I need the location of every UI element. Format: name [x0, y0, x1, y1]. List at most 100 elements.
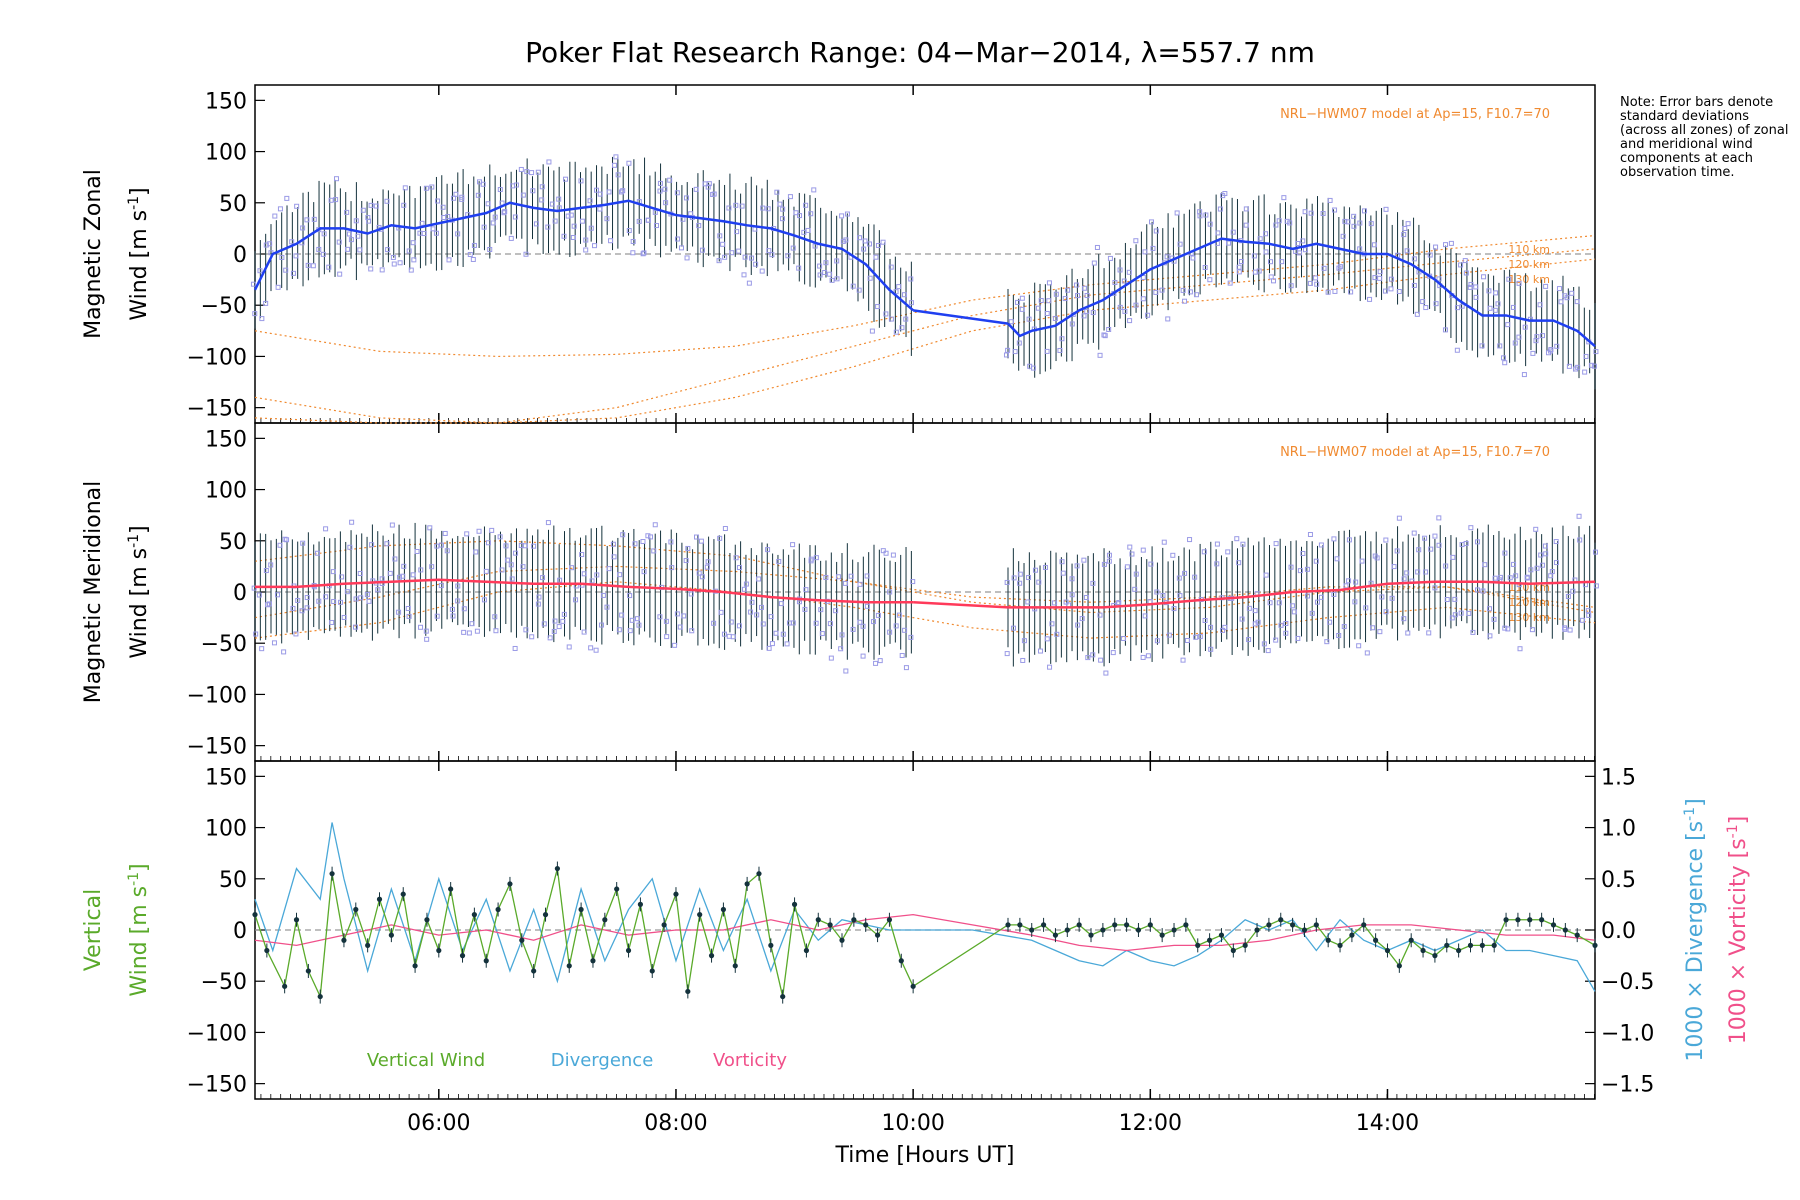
zone-wind-sample: [867, 275, 873, 281]
zone-wind-sample: [733, 555, 739, 561]
zone-wind-sample: [1452, 612, 1458, 618]
zone-wind-sample: [899, 653, 905, 659]
zone-wind-sample: [581, 571, 587, 577]
zone-wind-sample: [793, 210, 799, 216]
zone-wind-sample: [620, 532, 626, 538]
zone-wind-sample: [524, 169, 530, 175]
zone-wind-sample: [1404, 248, 1410, 254]
zone-wind-sample: [1062, 296, 1068, 302]
zone-wind-sample: [1065, 287, 1071, 293]
zone-wind-sample: [823, 574, 829, 580]
zone-wind-sample: [1201, 549, 1207, 555]
zone-wind-sample: [726, 633, 732, 639]
chart-title: Poker Flat Research Range: 04−Mar−2014, …: [525, 36, 1315, 69]
y-tick-label: 50: [219, 868, 247, 893]
vertical-wind-point: [1550, 922, 1557, 928]
zone-wind-sample: [1042, 564, 1048, 570]
y-tick-label: −100: [187, 1021, 247, 1046]
zone-wind-sample: [736, 565, 742, 571]
vertical-wind-point: [1052, 932, 1059, 938]
zone-wind-sample: [588, 645, 594, 651]
zone-wind-sample: [492, 614, 498, 620]
zone-wind-sample: [1288, 564, 1294, 570]
zone-wind-sample: [768, 614, 774, 620]
zone-wind-sample: [1038, 648, 1044, 654]
vertical-wind-point: [590, 958, 596, 964]
vertical-wind-point: [791, 901, 798, 907]
x-axis-label: Time [Hours UT]: [835, 1143, 1015, 1168]
divergence-y2label: 1000 × Divergence [s-1]: [1682, 798, 1708, 1061]
y-tick-label: −150: [187, 397, 247, 422]
meridional-ylabel-line2: Wind [m s-1]: [126, 525, 152, 658]
zone-wind-sample: [1291, 609, 1297, 615]
zone-wind-sample: [743, 581, 749, 587]
zone-wind-sample: [384, 541, 390, 547]
zone-wind-sample: [1243, 222, 1249, 228]
zone-wind-sample: [674, 190, 680, 196]
zone-wind-sample: [834, 276, 840, 282]
altitude-label: 120 km: [1508, 596, 1550, 609]
zone-wind-sample: [1049, 621, 1055, 627]
vertical-wind-point: [1503, 917, 1509, 923]
zone-wind-sample: [1015, 299, 1021, 305]
zone-wind-sample: [438, 583, 444, 589]
zone-wind-sample: [1193, 634, 1199, 640]
zone-wind-sample: [790, 620, 796, 626]
zone-wind-sample: [1423, 569, 1429, 575]
gap-connector-line: [913, 600, 1009, 609]
zone-wind-sample: [619, 612, 625, 618]
zone-wind-sample: [518, 166, 524, 172]
legend-vorticity: Vorticity: [713, 1050, 787, 1071]
zone-wind-sample: [875, 242, 881, 248]
zone-wind-sample: [1367, 296, 1373, 302]
zone-wind-sample: [450, 613, 456, 619]
zone-wind-sample: [421, 231, 427, 237]
altitude-label: 120 km: [1508, 258, 1550, 271]
zone-wind-sample: [1127, 318, 1133, 324]
zone-wind-sample: [866, 241, 872, 247]
zone-wind-sample: [843, 580, 849, 586]
zone-wind-sample: [1075, 293, 1081, 299]
zone-wind-sample: [1336, 265, 1342, 271]
zone-wind-sample: [1432, 533, 1438, 539]
zone-wind-sample: [880, 548, 886, 554]
zone-wind-sample: [390, 254, 396, 260]
zone-wind-sample: [1106, 326, 1112, 332]
zone-wind-sample: [571, 223, 577, 229]
zone-wind-sample: [310, 263, 316, 269]
y-tick-label: 0: [233, 243, 247, 268]
zone-wind-sample: [300, 225, 306, 231]
zone-wind-sample: [862, 238, 868, 244]
zone-wind-sample: [1402, 225, 1408, 231]
zone-wind-sample: [304, 605, 310, 611]
zone-wind-sample: [1468, 281, 1474, 287]
vertical-wind-point: [1171, 927, 1177, 933]
zone-wind-sample: [877, 658, 883, 664]
vertical-wind-point: [1408, 937, 1414, 943]
zone-wind-sample: [1307, 531, 1313, 537]
zone-wind-sample: [1236, 560, 1242, 566]
zone-wind-sample: [531, 543, 537, 549]
zone-wind-sample: [1090, 652, 1096, 658]
zone-wind-sample: [729, 250, 735, 256]
vertical-wind-point: [886, 917, 893, 923]
zone-wind-sample: [1588, 362, 1594, 368]
zone-wind-sample: [1443, 242, 1449, 248]
zone-wind-sample: [835, 574, 841, 580]
zone-wind-sample: [434, 543, 440, 549]
vertical-wind-point: [1100, 927, 1106, 933]
zone-wind-sample: [1019, 295, 1025, 301]
vertical-wind-point: [459, 953, 466, 959]
vertical-wind-point: [1159, 932, 1165, 938]
vertical-wind-point: [1135, 927, 1142, 933]
zone-wind-sample: [1505, 626, 1511, 632]
zone-wind-sample: [1012, 349, 1018, 355]
zone-wind-sample: [326, 264, 332, 270]
zone-wind-sample: [1276, 218, 1282, 224]
zone-wind-sample: [1510, 304, 1516, 310]
zone-wind-sample: [470, 256, 476, 262]
zone-wind-sample: [887, 589, 893, 595]
zone-wind-sample: [769, 252, 775, 258]
vertical-wind-point: [803, 947, 810, 954]
vertical-wind-point: [305, 968, 311, 974]
